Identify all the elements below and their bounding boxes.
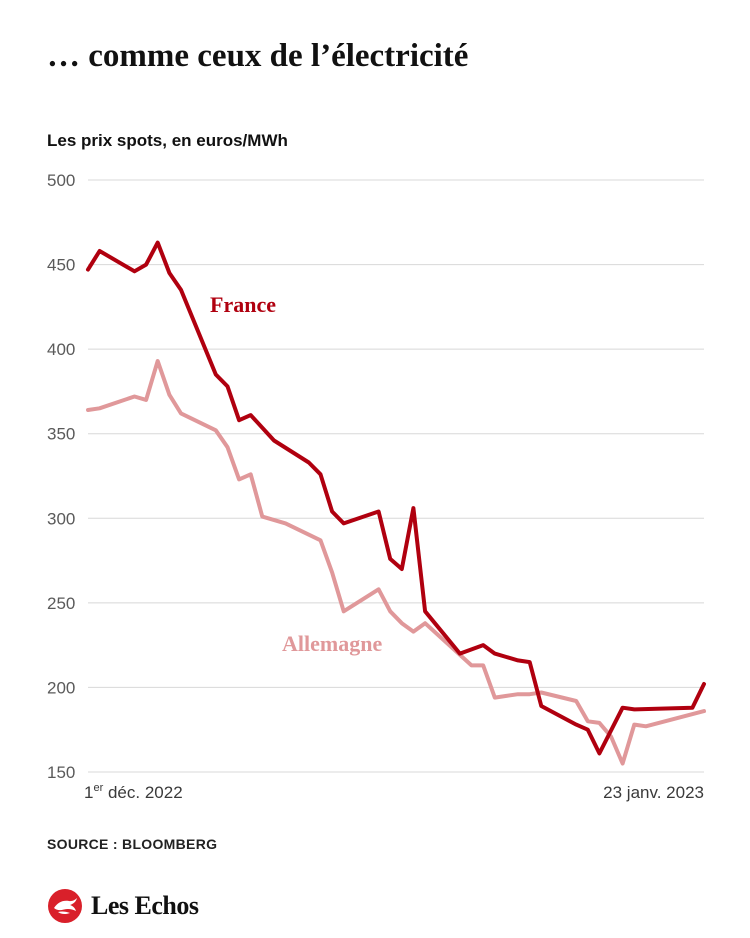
y-tick-label-350: 350 xyxy=(47,425,75,444)
source-note: SOURCE : BLOOMBERG xyxy=(47,836,218,852)
y-tick-label-250: 250 xyxy=(47,594,75,613)
x-tick-label-0: 1er déc. 2022 xyxy=(84,782,183,802)
x-tick-label-1: 23 janv. 2023 xyxy=(603,783,704,802)
y-tick-label-150: 150 xyxy=(47,763,75,782)
chart-subtitle: Les prix spots, en euros/MWh xyxy=(47,131,288,150)
series-lines xyxy=(86,240,706,766)
x-axis-ticks: 1er déc. 2022 23 janv. 2023 xyxy=(84,782,704,802)
y-tick-label-500: 500 xyxy=(47,171,75,190)
series-labels: France Allemagne xyxy=(210,292,382,656)
series-label-allemagne: Allemagne xyxy=(282,631,382,656)
les-echos-bird-icon xyxy=(48,889,82,923)
grid-lines xyxy=(88,179,704,773)
y-tick-label-450: 450 xyxy=(47,256,75,275)
line-chart: 500 450 400 350 300 250 200 150 1er déc. 2022 23… xyxy=(47,171,706,802)
y-tick-label-200: 200 xyxy=(47,678,75,697)
series-line-allemagne xyxy=(86,359,706,766)
y-tick-label-400: 400 xyxy=(47,340,75,359)
y-axis-ticks: 500 450 400 350 300 250 200 150 xyxy=(47,171,75,782)
series-label-france: France xyxy=(210,292,276,317)
chart-title: … comme ceux de l’électricité xyxy=(47,38,469,74)
series-line-france xyxy=(86,240,706,756)
brand-footer: Les Echos xyxy=(47,888,199,924)
brand-name: Les Echos xyxy=(91,891,199,920)
y-tick-label-300: 300 xyxy=(47,509,75,528)
